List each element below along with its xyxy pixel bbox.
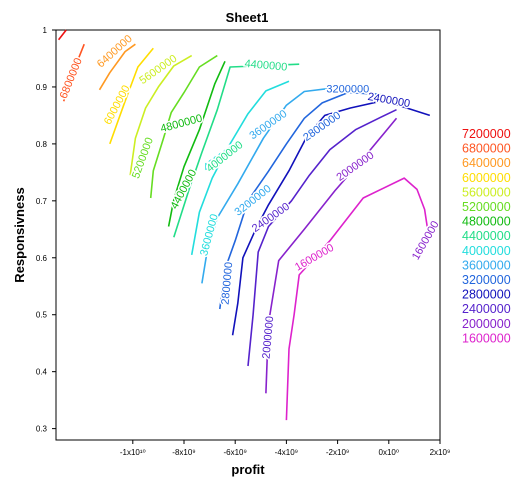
- plot-frame: [55, 29, 441, 441]
- legend-entry-5600000: 5600000: [462, 185, 511, 199]
- legend-entry-2800000: 2800000: [462, 288, 511, 302]
- contour-label: 2800000: [220, 262, 236, 306]
- contour-line-2000000: [265, 117, 398, 394]
- x-axis-label: profit: [231, 462, 265, 477]
- contour-line-4000000: [190, 80, 290, 256]
- contour-line-2800000: [231, 99, 431, 336]
- contour-line-2400000: [247, 108, 397, 367]
- y-tick-label: 0.6: [36, 254, 48, 263]
- legend-entry-6400000: 6400000: [462, 156, 511, 170]
- legend-entry-4800000: 4800000: [462, 215, 511, 229]
- contour-label: 2000000: [261, 316, 277, 360]
- legend: 7200000680000064000006000000560000052000…: [462, 127, 511, 345]
- contour-line-4400000: [173, 63, 300, 238]
- contour-line-6400000: [98, 43, 136, 91]
- legend-entry-4000000: 4000000: [462, 244, 511, 258]
- legend-entry-3200000: 3200000: [462, 273, 511, 287]
- contour-line-6000000: [109, 47, 154, 145]
- y-tick-label: 0.5: [36, 311, 48, 320]
- contour-label: 3200000: [326, 84, 369, 96]
- x-tick-label: -6x10⁹: [223, 448, 246, 457]
- y-tick-label: 0.8: [36, 140, 48, 149]
- y-tick-label: 1: [43, 26, 48, 35]
- x-tick-label: -4x10⁹: [275, 448, 298, 457]
- x-tick-label: -1x10¹⁰: [120, 448, 146, 457]
- contour-lines: [57, 29, 431, 421]
- legend-entry-5200000: 5200000: [462, 200, 511, 214]
- y-tick-label: 0.9: [36, 83, 48, 92]
- contour-line-1600000: [285, 177, 428, 421]
- legend-entry-6800000: 6800000: [462, 142, 511, 156]
- contour-label: 4400000: [244, 58, 288, 74]
- y-tick-label: 0.3: [36, 425, 48, 434]
- legend-entry-6000000: 6000000: [462, 171, 511, 185]
- legend-entry-7200000: 7200000: [462, 127, 511, 141]
- legend-entry-2400000: 2400000: [462, 302, 511, 316]
- y-tick-label: 0.4: [36, 368, 48, 377]
- contour-line-5200000: [149, 54, 218, 199]
- contour-line-3200000: [219, 91, 382, 310]
- x-tick-label: -2x10⁹: [326, 448, 349, 457]
- x-axis: -1x10¹⁰ -8x10⁹ -6x10⁹ -4x10⁹ -2x10⁹ 0x10⁰ 2x10…: [120, 440, 451, 457]
- x-tick-label: 2x10⁹: [430, 448, 451, 457]
- contour-line-4800000: [167, 60, 226, 227]
- contour-line-7200000: [57, 29, 67, 41]
- x-tick-label: -8x10⁹: [172, 448, 195, 457]
- x-tick-label: 0x10⁰: [379, 448, 400, 457]
- contour-line-6800000: [62, 43, 85, 102]
- chart-title: Sheet1: [226, 10, 269, 25]
- y-axis: 0.3 0.4 0.5 0.6 0.7 0.8 0.9 1: [36, 26, 56, 434]
- y-tick-label: 0.7: [36, 197, 48, 206]
- legend-entry-1600000: 1600000: [462, 331, 511, 345]
- contour-line-3600000: [201, 87, 333, 284]
- legend-entry-3600000: 3600000: [462, 258, 511, 272]
- contour-line-5600000: [129, 54, 193, 176]
- legend-entry-4400000: 4400000: [462, 229, 511, 243]
- legend-entry-2000000: 2000000: [462, 317, 511, 331]
- y-axis-label: Responsivness: [12, 187, 27, 282]
